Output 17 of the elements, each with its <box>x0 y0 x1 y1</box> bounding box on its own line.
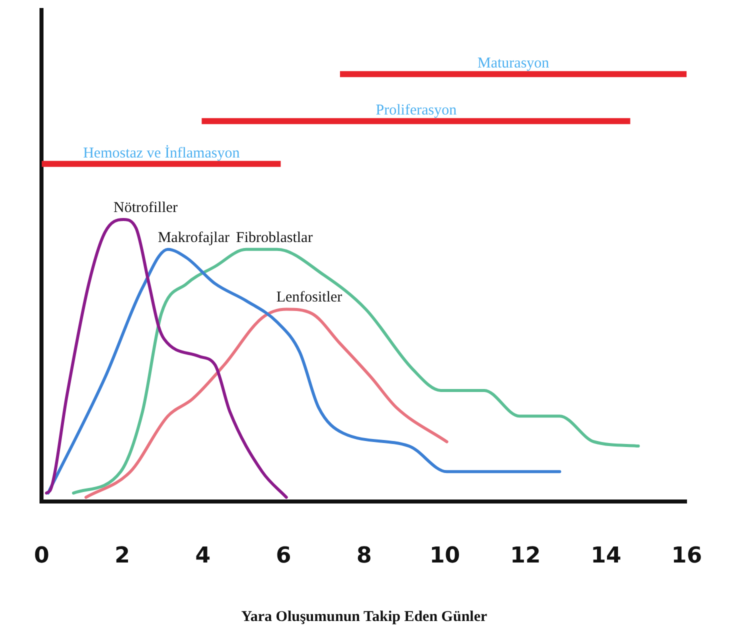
x-tick-label: 2 <box>114 544 130 569</box>
series-label: Maturasyon <box>478 56 550 72</box>
series-label: Lenfositler <box>276 290 342 306</box>
x-tick-label: 8 <box>356 544 372 569</box>
x-tick-label: 12 <box>510 544 541 569</box>
x-tick-label: 4 <box>195 544 211 569</box>
x-tick-label: 0 <box>34 544 50 569</box>
x-tick-label: 16 <box>671 544 702 569</box>
series-label: Makrofajlar <box>158 230 230 246</box>
x-tick-label: 14 <box>590 544 622 569</box>
series-label: Hemostaz ve İnflamasyon <box>83 144 240 162</box>
x-tick-label: 10 <box>429 544 460 569</box>
series-label: Fibroblastlar <box>236 230 313 246</box>
x-axis-title: Yara Oluşumunun Takip Eden Günler <box>241 608 488 625</box>
x-tick-label: 6 <box>276 544 292 569</box>
series-label: Proliferasyon <box>376 102 458 119</box>
series-label: Nötrofiller <box>113 200 178 216</box>
